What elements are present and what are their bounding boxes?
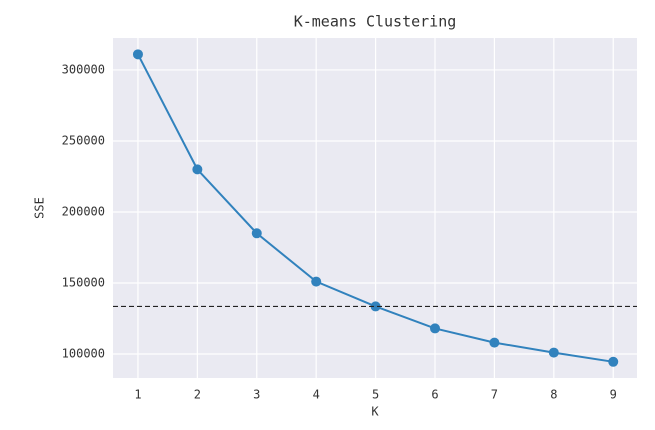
data-point	[370, 301, 381, 312]
y-tick-label: 150000	[62, 275, 105, 289]
data-point	[311, 276, 322, 287]
x-tick-label: 4	[313, 388, 320, 402]
y-tick-label: 100000	[62, 346, 105, 360]
x-tick-label: 3	[253, 388, 260, 402]
x-tick-label: 8	[550, 388, 557, 402]
x-tick-label: 9	[610, 388, 617, 402]
data-point	[489, 337, 500, 348]
x-tick-label: 2	[194, 388, 201, 402]
data-point	[192, 164, 203, 175]
x-tick-label: 1	[134, 388, 141, 402]
data-point	[251, 228, 262, 239]
x-tick-label: 6	[431, 388, 438, 402]
y-tick-label: 300000	[62, 62, 105, 76]
data-point	[548, 347, 559, 358]
data-point	[608, 356, 619, 367]
x-axis-label: K	[371, 405, 379, 419]
chart-title: K-means Clustering	[294, 13, 457, 31]
x-tick-label: 5	[372, 388, 379, 402]
x-tick-label: 7	[491, 388, 498, 402]
data-point	[430, 323, 441, 334]
data-point	[132, 49, 143, 60]
y-axis-label: SSE	[33, 197, 47, 219]
y-tick-label: 250000	[62, 133, 105, 147]
y-tick-label: 200000	[62, 204, 105, 218]
